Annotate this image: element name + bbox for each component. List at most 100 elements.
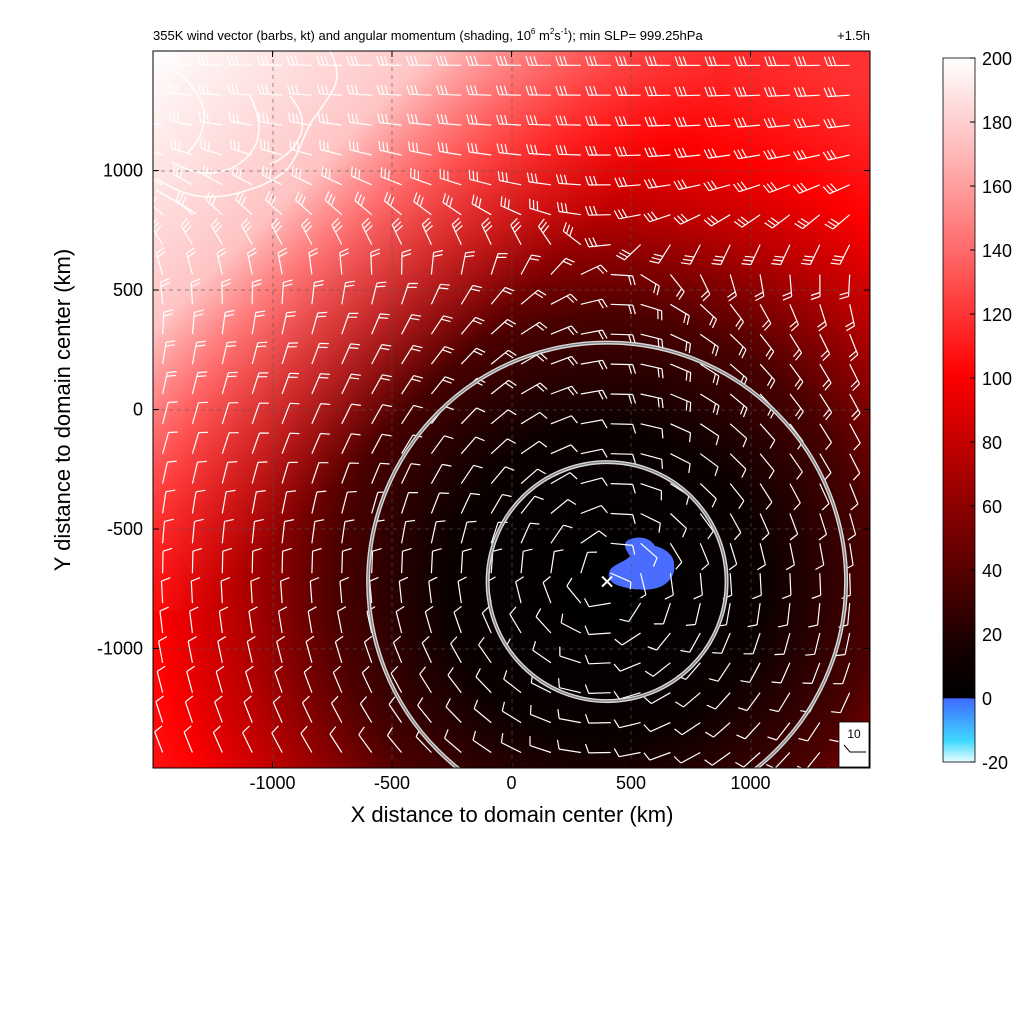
- wind-barb: [781, 573, 792, 600]
- wind-barb: [221, 547, 233, 574]
- wind-barb: [272, 695, 283, 723]
- wind-barb: [490, 379, 517, 395]
- wind-barb: [159, 606, 169, 634]
- wind-barb: [610, 423, 637, 434]
- wind-barb: [341, 403, 361, 425]
- wind-barb: [430, 463, 452, 484]
- wind-barbs: [153, 55, 861, 768]
- wind-barb: [644, 56, 671, 66]
- wind-barb: [466, 114, 492, 126]
- wind-barb: [815, 543, 825, 571]
- x-tick-label: -1000: [249, 773, 295, 793]
- wind-barb: [759, 483, 773, 510]
- wind-barb: [191, 401, 208, 424]
- wind-barb: [246, 247, 257, 275]
- colorbar-tick-label: 100: [982, 369, 1012, 389]
- wind-barb: [386, 727, 403, 753]
- wind-barb: [673, 179, 701, 191]
- wind-barb: [759, 423, 776, 449]
- x-tick-label: 500: [616, 773, 646, 793]
- wind-barb: [538, 218, 552, 245]
- wind-barb: [370, 248, 381, 275]
- wind-barb: [154, 725, 164, 753]
- wind-barb: [763, 149, 791, 160]
- wind-barb: [496, 143, 522, 156]
- wind-barb: [424, 605, 434, 634]
- wind-barb: [705, 722, 731, 738]
- wind-barb: [162, 547, 173, 574]
- wind-barb: [800, 244, 821, 266]
- wind-barb: [555, 56, 581, 66]
- wind-barb: [212, 725, 223, 753]
- colorbar-tick-label: 20: [982, 625, 1002, 645]
- wind-barb: [378, 140, 402, 156]
- wind-barb: [550, 444, 578, 455]
- colorbar-tick-label: 60: [982, 497, 1002, 517]
- wind-barb: [703, 148, 731, 159]
- wind-barb: [560, 613, 582, 634]
- wind-barb: [734, 214, 761, 228]
- wind-barb: [341, 343, 361, 365]
- wind-barb: [685, 602, 701, 626]
- wind-barb: [216, 247, 227, 275]
- wind-barb: [580, 264, 608, 276]
- wind-barb: [248, 606, 258, 634]
- wind-barb: [729, 303, 744, 331]
- wind-barb: [401, 375, 424, 395]
- wind-barb: [699, 483, 717, 508]
- wind-barb: [789, 483, 801, 511]
- wind-barb: [421, 217, 433, 245]
- wind-barb: [430, 520, 446, 544]
- wind-barb: [490, 318, 517, 335]
- wind-barb: [550, 524, 573, 544]
- wind-barb: [341, 312, 359, 335]
- wind-barb: [729, 483, 745, 510]
- wind-barb: [162, 340, 176, 365]
- wind-barb: [759, 453, 775, 480]
- wind-barb: [401, 282, 418, 305]
- wind-barb: [251, 518, 264, 544]
- wind-barb: [680, 244, 701, 265]
- wind-barb: [529, 704, 552, 724]
- wind-barb: [202, 165, 223, 186]
- wind-barb: [769, 692, 791, 713]
- wind-barb: [644, 662, 671, 677]
- wind-barb: [792, 182, 821, 194]
- wind-barb: [311, 373, 330, 395]
- wind-barb: [699, 393, 720, 416]
- wind-barb: [585, 56, 611, 66]
- wind-barb: [556, 202, 581, 216]
- wind-barb: [550, 355, 578, 366]
- wind-barb: [614, 146, 641, 157]
- wind-barb: [305, 635, 315, 663]
- wind-barb: [406, 113, 432, 126]
- wind-barb: [823, 87, 850, 98]
- wind-barb: [475, 668, 492, 694]
- wind-barb: [250, 577, 260, 604]
- wind-barb: [729, 453, 747, 478]
- wind-barb: [436, 113, 462, 126]
- wind-barb: [363, 635, 373, 663]
- wind-barb: [251, 341, 268, 365]
- wind-barb: [643, 211, 671, 223]
- wind-barb: [439, 168, 462, 186]
- wind-barb: [711, 244, 731, 266]
- colorbar-tick-label: 180: [982, 113, 1012, 133]
- wind-barb: [674, 56, 701, 67]
- wind-barb: [257, 84, 283, 96]
- wind-barb: [401, 344, 423, 365]
- wind-barb: [276, 635, 286, 663]
- wind-barb: [472, 730, 492, 753]
- wind-barb: [670, 363, 692, 383]
- wind-barb: [584, 625, 611, 636]
- time-label: +1.5h: [837, 28, 870, 43]
- wind-barb: [490, 286, 515, 305]
- x-tick-label: 1000: [730, 773, 770, 793]
- wind-barb: [520, 411, 548, 425]
- center-pressure-label: 1002.6: [609, 587, 656, 604]
- wind-barb: [281, 461, 298, 484]
- wind-barb: [704, 86, 731, 97]
- wind-barb: [580, 298, 608, 309]
- wind-barb: [153, 218, 164, 245]
